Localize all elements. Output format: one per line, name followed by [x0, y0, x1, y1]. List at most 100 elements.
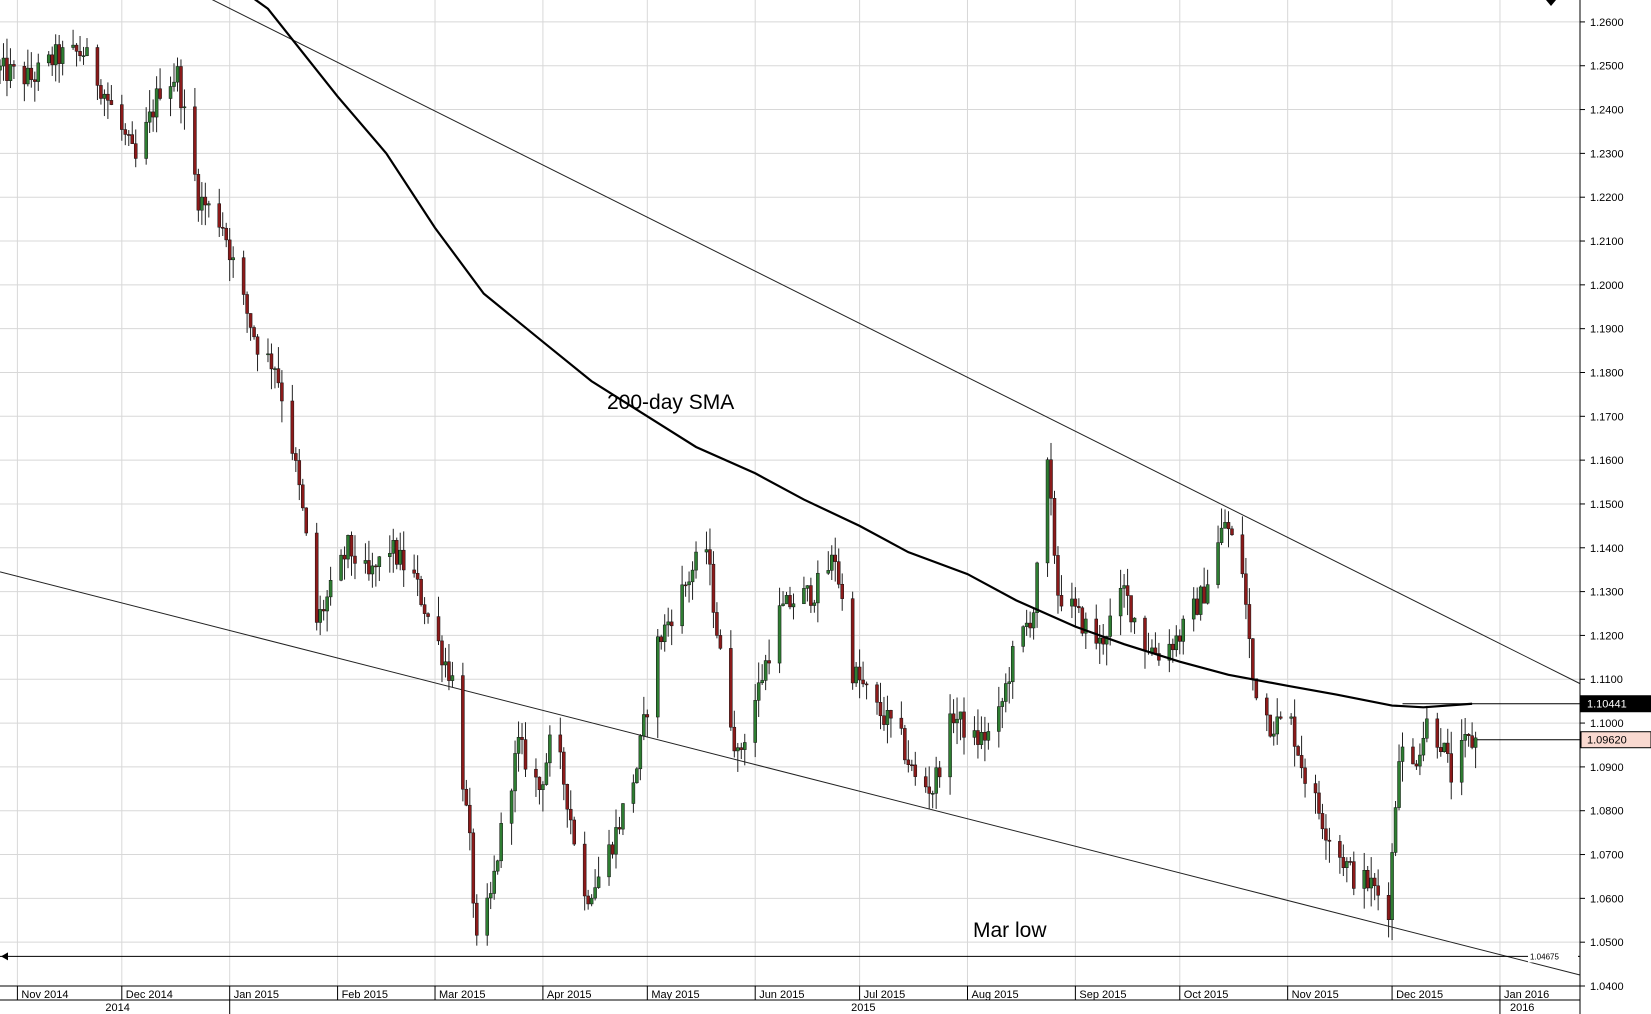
candle-body-down: [422, 604, 427, 614]
candle-body-up: [1004, 683, 1008, 702]
candle-body-down: [1202, 586, 1206, 604]
candle: [1178, 629, 1182, 655]
candle: [1205, 569, 1210, 605]
candle: [683, 581, 688, 597]
candle-body-up: [1223, 522, 1227, 529]
candle-body-down: [1056, 555, 1060, 596]
candle-body-up: [593, 887, 597, 899]
candle-body-down: [12, 64, 16, 67]
candle: [46, 51, 51, 67]
candle-body-up: [1021, 626, 1025, 647]
candle-body-up: [694, 551, 698, 571]
candle-body-up: [791, 603, 796, 608]
candle-body-up: [854, 666, 858, 684]
candle: [1376, 869, 1380, 911]
candle: [1352, 851, 1356, 896]
candle: [1118, 569, 1123, 636]
candle: [1466, 733, 1471, 747]
candle-body-up: [948, 713, 952, 778]
candle-body-down: [840, 583, 844, 599]
candle: [930, 790, 935, 809]
candle-body-down: [255, 336, 260, 355]
x-month-label: Apr 2015: [547, 989, 592, 1001]
candle-body-down: [1292, 716, 1297, 747]
candle-body-down: [1303, 767, 1307, 784]
candle-body-down: [836, 561, 841, 585]
candle: [53, 34, 58, 82]
candle-body-up: [736, 747, 740, 752]
candle: [520, 723, 524, 755]
candle-body-down: [1157, 653, 1161, 661]
candle-body-down: [1320, 813, 1325, 830]
candle-body-down: [461, 675, 465, 790]
candle-body-up: [621, 803, 625, 830]
candle-body-up: [207, 203, 211, 206]
candle-body-up: [690, 569, 695, 583]
candle: [363, 543, 368, 574]
candle: [986, 722, 991, 750]
candle-body-up: [391, 540, 396, 554]
candle-body-down: [523, 739, 528, 770]
x-month-label: Jun 2015: [759, 989, 804, 1001]
candle: [1265, 693, 1269, 732]
candle: [875, 681, 879, 715]
candle: [102, 89, 107, 117]
candle-body-down: [1341, 857, 1346, 868]
candle: [1254, 678, 1259, 701]
candle: [1324, 814, 1328, 860]
candle-body-up: [1108, 615, 1112, 637]
candle: [224, 222, 228, 248]
candle-body-up: [704, 549, 709, 553]
candle-body-up: [802, 588, 806, 605]
candle: [1028, 611, 1032, 638]
candle-body-down: [1411, 746, 1415, 765]
candle: [1442, 742, 1447, 753]
candle-body-down: [1129, 595, 1133, 623]
candle: [885, 695, 890, 744]
sma-layer: [253, 0, 1473, 709]
x-year-label: 2015: [851, 1002, 875, 1014]
candle-body-down: [394, 540, 399, 565]
candle: [562, 747, 566, 801]
candle: [419, 575, 423, 607]
grid-layer: [0, 0, 1580, 987]
candle-body-down: [1077, 606, 1081, 609]
candle-body-down: [976, 730, 980, 745]
candle-body-down: [937, 767, 942, 778]
candle: [294, 447, 298, 473]
x-month-label: Oct 2015: [1184, 989, 1229, 1001]
candle-body-up: [1010, 646, 1015, 683]
candle: [788, 586, 792, 610]
x-month-label: Jul 2015: [864, 989, 906, 1001]
candle: [1021, 625, 1025, 653]
candle: [910, 759, 914, 772]
candle: [321, 599, 326, 621]
candle-body-down: [1470, 735, 1474, 748]
candle-body-down: [1338, 841, 1342, 858]
candle-body-up: [635, 768, 639, 784]
candle-body-down: [1049, 459, 1053, 499]
candle: [196, 168, 201, 222]
candle-body-down: [269, 353, 274, 370]
candle-body-up: [631, 782, 636, 804]
candle: [1435, 712, 1440, 759]
candle: [36, 53, 41, 91]
candle: [1268, 714, 1273, 738]
candle-body-up: [1024, 622, 1029, 627]
candle: [450, 661, 455, 688]
candle-body-up: [1459, 740, 1464, 783]
arrow-left-icon: [1, 952, 8, 961]
candle-body-up: [812, 602, 817, 606]
candle: [50, 46, 54, 76]
candle: [666, 607, 670, 637]
candle: [809, 577, 813, 613]
candle-body-up: [955, 718, 959, 724]
candle-body-down: [617, 827, 622, 830]
candle: [1181, 615, 1186, 655]
candle-body-down: [913, 764, 918, 777]
y-tick-label: 1.0800: [1590, 806, 1624, 818]
candle: [1070, 582, 1074, 619]
candle-body-down: [415, 573, 420, 580]
candle-body-up: [1463, 734, 1467, 741]
trendline-upper: [211, 0, 1581, 685]
